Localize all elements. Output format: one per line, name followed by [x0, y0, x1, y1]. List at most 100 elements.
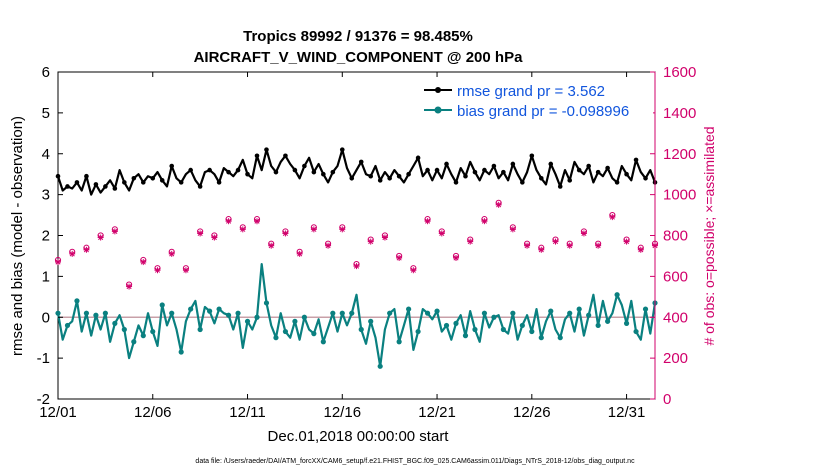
assimilated-obs-stroke [112, 228, 118, 234]
rmse-line [56, 148, 657, 196]
assimilated-obs-stroke [538, 247, 544, 253]
assimilated-obs-stroke [55, 259, 61, 265]
assimilated-obs-stroke [439, 230, 445, 237]
bias-point [102, 310, 108, 316]
assimilated-obs-stroke [311, 226, 317, 232]
assimilated-obs-point [424, 218, 431, 225]
bias-point [434, 308, 440, 314]
assimilated-obs-stroke [581, 230, 587, 237]
bias-point [244, 318, 251, 324]
stat-series [55, 147, 658, 369]
y-right-axis-label: # of obs: o=possible; ×=assimilated [701, 126, 717, 345]
bias-point [481, 310, 488, 316]
bias-point [538, 335, 544, 341]
assimilated-obs-point [396, 254, 403, 261]
rmse-point [159, 178, 165, 183]
assimilated-obs-point [325, 242, 332, 249]
y-right-tick-label: 1000 [663, 187, 696, 204]
y-right-tick-label: 200 [663, 350, 688, 367]
assimilated-obs-point [225, 218, 232, 225]
bias-point [453, 320, 459, 326]
rmse-point [624, 171, 629, 177]
bias-point [150, 328, 156, 335]
assimilated-obs-stroke [240, 226, 246, 232]
rmse-point [302, 163, 307, 169]
rmse-point [434, 167, 440, 173]
bias-point [112, 320, 118, 326]
bias-point [642, 306, 649, 312]
assimilated-obs-point [538, 246, 545, 253]
assimilated-obs-point [467, 238, 474, 245]
assimilated-obs-point [495, 201, 502, 208]
bias-point [415, 328, 421, 335]
rmse-point [576, 167, 582, 173]
y-right-axis-ticks: 0 200 400 600 800 1000 1200 1400 1600 [650, 64, 696, 408]
x-axis-ticks: 12/01 12/06 12/11 12/16 12/21 12/26 12/31 [39, 72, 645, 421]
assimilated-obs-stroke [524, 243, 530, 249]
assimilated-obs-point [211, 234, 218, 241]
y-tick-label: 2 [42, 228, 50, 245]
assimilated-obs-point [438, 230, 445, 237]
assimilated-obs-stroke [595, 243, 601, 249]
assimilated-obs-stroke [226, 218, 232, 224]
rmse-point [292, 167, 298, 173]
bias-point [131, 339, 137, 345]
rmse-point [510, 161, 516, 167]
bias-point [491, 314, 497, 320]
assimilated-obs-point [197, 230, 204, 237]
rmse-point [501, 169, 506, 175]
rmse-point [567, 178, 573, 183]
assimilated-obs-stroke [353, 263, 360, 269]
assimilated-obs-point [310, 226, 317, 233]
chart-subtitle: AIRCRAFT_V_WIND_COMPONENT @ 200 hPa [194, 49, 524, 66]
assimilated-obs-stroke [183, 267, 189, 273]
assimilated-obs-point [353, 263, 360, 270]
bias-point [567, 310, 573, 316]
assimilated-obs-stroke [126, 284, 132, 290]
assimilated-obs-point [239, 226, 246, 233]
assimilated-obs-point [282, 230, 289, 237]
bias-point [387, 310, 393, 316]
y-axis-ticks: -2 -1 0 1 2 3 4 5 6 [37, 64, 63, 408]
rmse-point [453, 180, 459, 185]
rmse-point [169, 163, 175, 169]
assimilated-obs-point [268, 242, 275, 249]
rmse-point [377, 178, 383, 183]
rmse-point [235, 167, 241, 173]
y-right-tick-label: 800 [663, 228, 688, 245]
x-tick-label: 12/01 [39, 404, 77, 421]
bias-point [424, 310, 431, 316]
bias-point [500, 326, 506, 333]
rmse-point [586, 163, 591, 169]
rmse-point [330, 169, 336, 175]
x-tick-label: 12/26 [513, 404, 551, 421]
bias-point [188, 306, 194, 312]
assimilated-obs-point [83, 246, 90, 253]
rmse-point [264, 147, 269, 152]
assimilated-obs-point [609, 214, 616, 221]
assimilated-obs-stroke [638, 247, 644, 253]
x-axis-label: Dec.01,2018 00:00:00 start [268, 428, 450, 445]
rmse-point [122, 180, 127, 185]
bias-point [462, 333, 469, 339]
rmse-point [538, 175, 544, 181]
assimilated-obs-stroke [467, 239, 473, 245]
bias-point [254, 314, 260, 320]
rmse-point [482, 167, 487, 173]
bias-point [339, 310, 345, 316]
assimilated-obs-point [97, 234, 104, 241]
y-right-tick-label: 1600 [663, 64, 696, 81]
assimilated-obs-point [111, 228, 118, 235]
assimilated-obs-stroke [211, 234, 217, 241]
rmse-point [112, 186, 118, 191]
rmse-point [548, 161, 554, 167]
rmse-point [207, 167, 212, 173]
rmse-point [406, 171, 411, 177]
assimilated-obs-stroke [609, 214, 615, 220]
bias-point [557, 335, 563, 341]
assimilated-obs-stroke [197, 230, 203, 237]
legend-box [418, 78, 653, 122]
assimilated-obs-stroke [567, 243, 573, 249]
rmse-point [65, 184, 70, 189]
bias-point [301, 314, 307, 320]
